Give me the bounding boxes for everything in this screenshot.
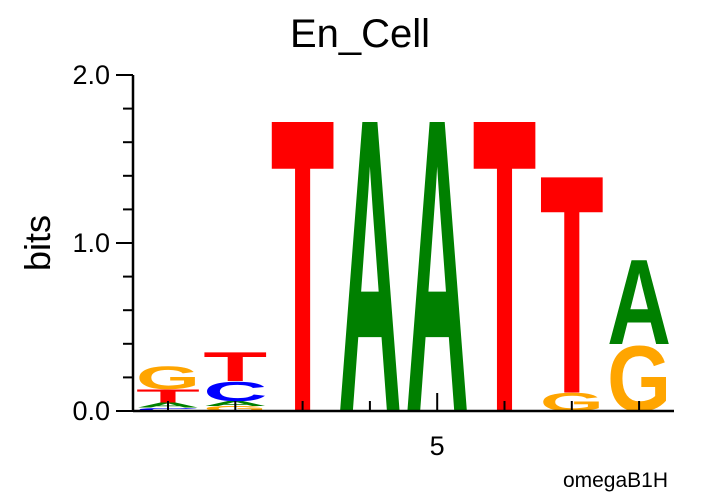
logo-letter-g: G (136, 360, 200, 397)
logo-letter-a: A (338, 32, 402, 496)
y-tick-label: 0.0 (72, 396, 110, 426)
logo-letter-t: T (271, 31, 335, 496)
logo-letter-a: A (607, 234, 671, 370)
x-tick-label: 5 (430, 431, 445, 461)
logo-letter-t: T (203, 343, 267, 390)
logo-letter-a: A (405, 32, 469, 496)
logo-letter-t: T (136, 386, 200, 407)
y-axis-ticks: 0.0 1.0 2.0 (72, 60, 133, 426)
chart-title: En_Cell (290, 12, 430, 56)
logo-letters: CATGGACTTAATGTGA (136, 31, 671, 496)
logo-letter-g: G (607, 326, 671, 431)
y-tick-label: 2.0 (72, 60, 110, 90)
y-tick-label: 1.0 (72, 228, 110, 258)
footer-credit: omegaB1H (563, 469, 668, 492)
x-axis-ticks: 5 (167, 393, 641, 461)
y-axis-label: bits (17, 215, 58, 271)
logo-letter-t: T (473, 31, 537, 496)
